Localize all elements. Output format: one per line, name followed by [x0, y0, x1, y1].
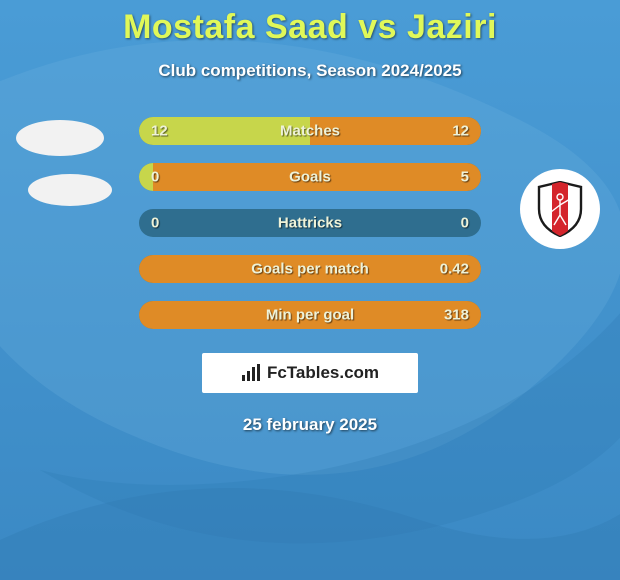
stat-bar: Matches 12 12 [139, 117, 481, 145]
bar-value-right: 0 [461, 215, 469, 232]
bar-value-right: 318 [444, 307, 469, 324]
bar-label: Min per goal [266, 307, 354, 324]
bar-chart-icon [241, 364, 263, 382]
attribution-box[interactable]: FcTables.com [202, 353, 418, 393]
bar-value-left: 0 [151, 215, 159, 232]
stat-bar: Goals 0 5 [139, 163, 481, 191]
page-title: Mostafa Saad vs Jaziri [0, 8, 620, 47]
bar-value-left: 0 [151, 169, 159, 186]
bar-label: Goals [289, 169, 331, 186]
comparison-area: Matches 12 12 Goals 0 5 Hattricks 0 0 Goals per m… [0, 117, 620, 329]
attribution-text: FcTables.com [267, 363, 379, 383]
bar-label: Goals per match [251, 261, 369, 278]
stat-bars: Matches 12 12 Goals 0 5 Hattricks 0 0 Goals per m… [139, 117, 481, 329]
bar-value-left: 12 [151, 123, 168, 140]
subtitle: Club competitions, Season 2024/2025 [0, 61, 620, 81]
bar-value-right: 5 [461, 169, 469, 186]
stat-bar: Hattricks 0 0 [139, 209, 481, 237]
bar-value-right: 0.42 [440, 261, 469, 278]
player-left-avatar-2 [28, 174, 112, 206]
player-left-avatar-1 [16, 120, 104, 156]
shield-icon [537, 181, 583, 237]
bar-value-right: 12 [452, 123, 469, 140]
stat-bar: Min per goal 318 [139, 301, 481, 329]
comparison-card: Mostafa Saad vs Jaziri Club competitions… [0, 0, 620, 580]
stat-bar: Goals per match 0.42 [139, 255, 481, 283]
bar-label: Hattricks [278, 215, 342, 232]
bar-label: Matches [280, 123, 340, 140]
club-badge-right [520, 169, 600, 249]
snapshot-date: 25 february 2025 [0, 415, 620, 435]
